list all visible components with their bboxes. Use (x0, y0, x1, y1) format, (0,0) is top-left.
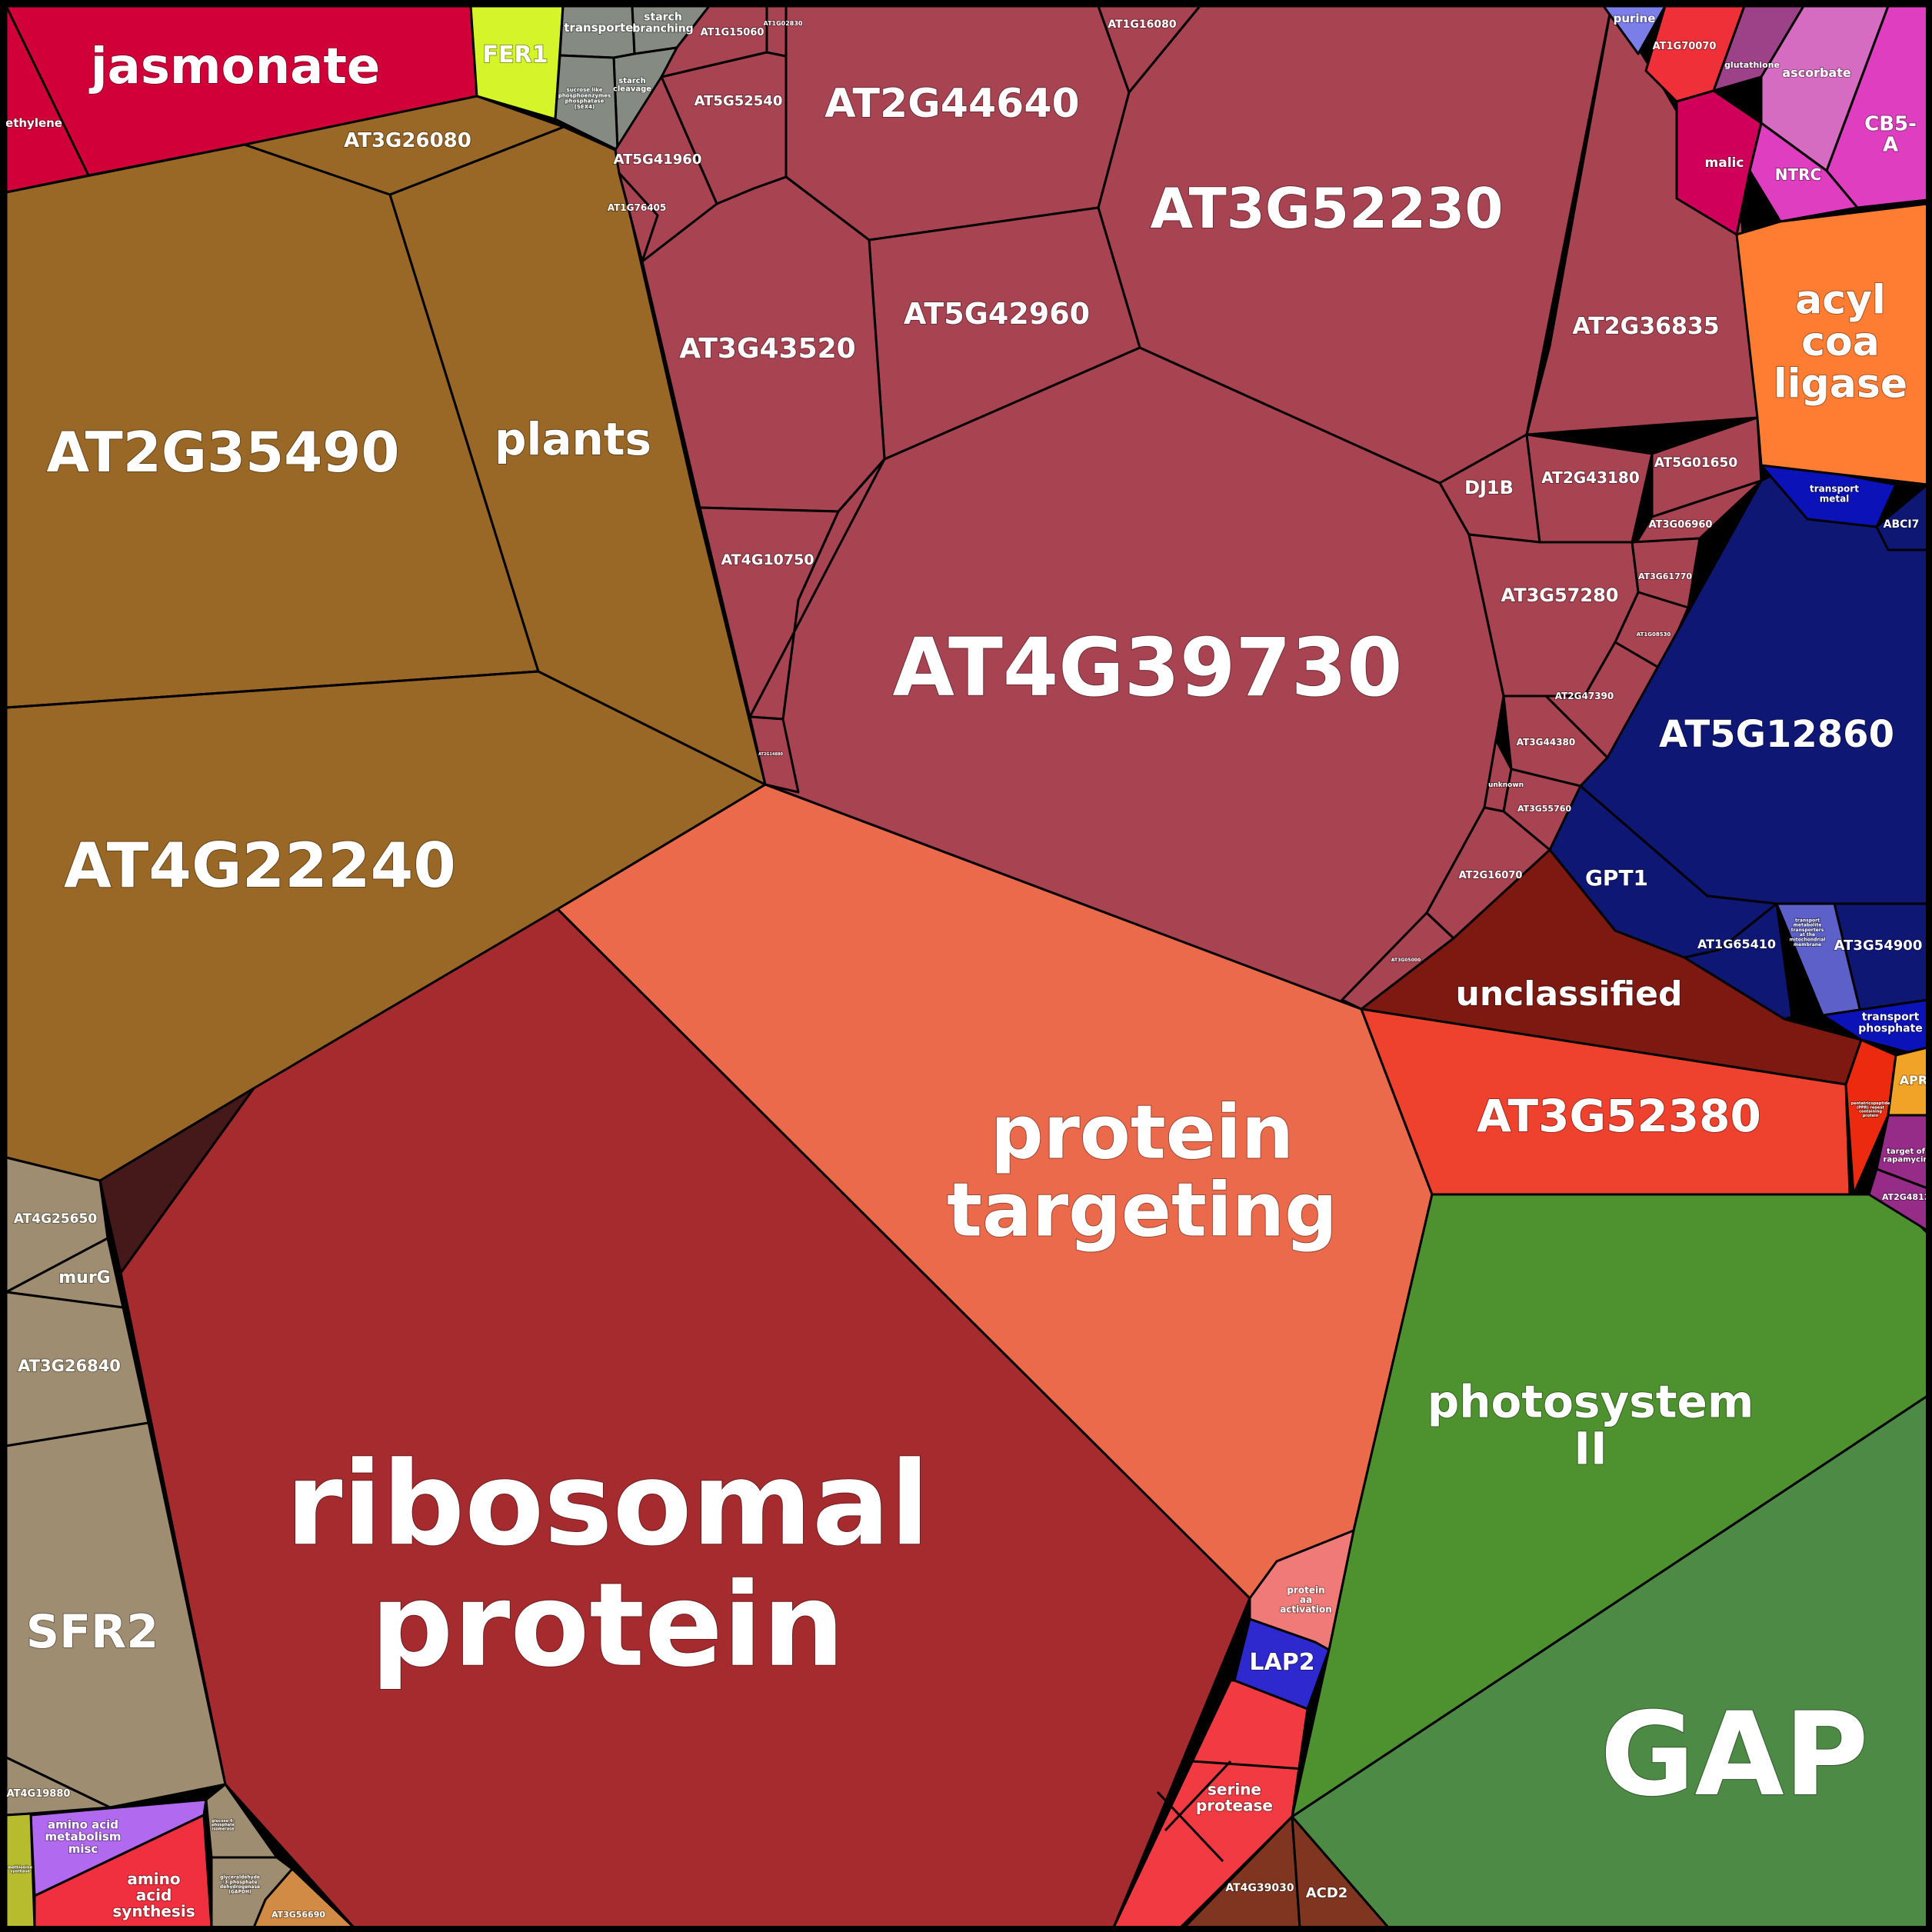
label-at5g52540: AT5G52540 (695, 93, 783, 109)
label-at2g48120: AT2G48120 (1882, 1192, 1932, 1202)
label-at5g01650: AT5G01650 (1654, 455, 1738, 471)
label-tan-small-2: glyceraldehyde -3-phosphate dehydrogenase(… (220, 1874, 260, 1894)
label-at3g61770: AT3G61770 (1638, 571, 1692, 581)
label-at3g26080: AT3G26080 (344, 129, 471, 152)
cell-malic[interactable] (1675, 89, 1763, 236)
label-at3g56690: AT3G56690 (271, 1910, 325, 1920)
label-dj1b: DJ1B (1464, 477, 1514, 498)
label-transport-metal: transport metal (1810, 483, 1859, 504)
cell-divider (1164, 1760, 1232, 1832)
cell-at2g43180[interactable] (1525, 433, 1654, 544)
label-protein-targeting: protein targeting (947, 1090, 1337, 1254)
label-at1g70070: AT1G70070 (1653, 41, 1717, 52)
label-olive-small: methionine synthase (8, 1865, 33, 1874)
cell-at1g02830[interactable] (765, 5, 788, 58)
cell-divider (5, 670, 539, 709)
label-transporter: transporter (564, 21, 639, 35)
label-ethylene: ethylene (5, 116, 62, 130)
label-at5g41960: AT5G41960 (614, 152, 702, 168)
label-starch-branching: starch branching (632, 12, 693, 35)
label-sfr2: SFR2 (26, 1605, 158, 1659)
label-at4g10750: AT4G10750 (721, 551, 814, 568)
label-purine: purine (1614, 12, 1656, 25)
cell-at3g52380[interactable] (1360, 1008, 1851, 1196)
label-at2g47390: AT2G47390 (1555, 691, 1614, 701)
label-protein-activation: protein aa activation (1280, 1584, 1332, 1614)
label-at4g39030: AT4G39030 (1225, 1882, 1294, 1894)
label-starch-cleavage: starch cleavage (613, 77, 651, 94)
label-abci7: ABCI7 (1884, 518, 1920, 531)
label-at1g15060: AT1G15060 (701, 27, 764, 38)
label-at4g39730: AT4G39730 (893, 621, 1403, 715)
label-red-small: pentatricopeptide (PPR) repeat containing p… (1851, 1101, 1890, 1118)
cell-at2g14880[interactable] (748, 715, 800, 794)
label-at3g06960: AT3G06960 (1649, 519, 1713, 531)
label-at3g44380: AT3G44380 (1517, 737, 1576, 748)
label-at2g44640: AT2G44640 (824, 81, 1079, 127)
label-acyl-coa-ligase: acyl coa ligase (1774, 277, 1907, 407)
label-at5g42960: AT5G42960 (904, 297, 1090, 331)
label-at3g57280: AT3G57280 (1501, 585, 1619, 606)
label-serine-protease: serine protease (1196, 1780, 1273, 1814)
cell-divider (748, 458, 886, 718)
label-at3g52230: AT3G52230 (1151, 176, 1504, 241)
label-glutathione: glutathione (1724, 60, 1780, 70)
label-malic: malic (1705, 155, 1744, 171)
label-at2g35490: AT2G35490 (47, 420, 400, 485)
label-at3g55760: AT3G55760 (1517, 804, 1571, 814)
label-gap: GAP (1600, 1688, 1868, 1822)
label-murg: murG (58, 1268, 111, 1287)
label-cb5-a: CB5-A (1864, 112, 1917, 156)
label-at1g02830: AT1G02830 (764, 20, 803, 27)
label-at2g14880: AT2G14880 (758, 752, 783, 757)
label-at3g54900: AT3G54900 (1834, 938, 1923, 954)
label-at3g26840: AT3G26840 (18, 1357, 121, 1375)
label-target-of-rapamycin: target of rapamycin (1884, 1148, 1929, 1164)
label-fer1: FER1 (483, 42, 548, 68)
label-at5g12860: AT5G12860 (1659, 713, 1894, 756)
label-jasmonate: jasmonate (88, 38, 381, 95)
label-gray-small: sucrose like phosphoenzymes phosphatase (SE… (558, 87, 611, 110)
cell-divider (1156, 1790, 1224, 1863)
label-at3g52380: AT3G52380 (1477, 1090, 1761, 1142)
cell-divider (1191, 1760, 1304, 1770)
label-ascorbate: ascorbate (1782, 65, 1851, 80)
label-at2g43180: AT2G43180 (1541, 468, 1639, 487)
label-at4g19880: AT4G19880 (7, 1788, 71, 1800)
cell-at4g10750[interactable] (698, 506, 840, 721)
label-blue-transport: transport metabolite transporters at the mit… (1790, 918, 1826, 948)
cell-dark-wedge[interactable] (98, 1087, 255, 1274)
label-at4g22240: AT4G22240 (64, 830, 456, 901)
label-lap2: LAP2 (1249, 1649, 1314, 1676)
label-amino-acid-synthesis: amino acid synthesis (112, 1870, 195, 1920)
label-ribosomal-protein: ribosomal protein (285, 1437, 929, 1693)
label-at1g76405: AT1G76405 (608, 202, 667, 213)
cell-at1g76405[interactable] (618, 172, 659, 263)
label-at2g16070: AT2G16070 (1459, 870, 1523, 881)
cell-protein-activation[interactable] (1248, 1529, 1355, 1651)
label-gpt1: GPT1 (1585, 865, 1648, 891)
label-apr: APR (1900, 1073, 1927, 1088)
label-at2g36835: AT2G36835 (1572, 313, 1719, 340)
label-acd2: ACD2 (1306, 1885, 1348, 1901)
label-amino-acid-metabolism-misc: amino acid metabolism misc (45, 1817, 122, 1856)
label-transport-phosphate: transport phosphate (1858, 1011, 1923, 1035)
label-at1g08530: AT1G08530 (1637, 631, 1671, 638)
cell-divider (837, 458, 886, 512)
label-ntrc: NTRC (1775, 165, 1821, 184)
label-photosystem-ii: photosystem II (1427, 1376, 1754, 1475)
label-at1g65410: AT1G65410 (1697, 937, 1776, 951)
label-at1g16080: AT1G16080 (1108, 18, 1176, 31)
label-plants: plants (495, 413, 651, 465)
label-at4g25650: AT4G25650 (14, 1211, 98, 1227)
label-tan-small-1: glucose-6-phosphate isomerase (212, 1818, 235, 1831)
label-at3g43520: AT3G43520 (679, 333, 855, 365)
label-at3g05000: AT3G05000 (1391, 958, 1421, 963)
label-unclassified: unclassified (1456, 974, 1683, 1014)
label-unknown: unknown (1488, 781, 1524, 789)
